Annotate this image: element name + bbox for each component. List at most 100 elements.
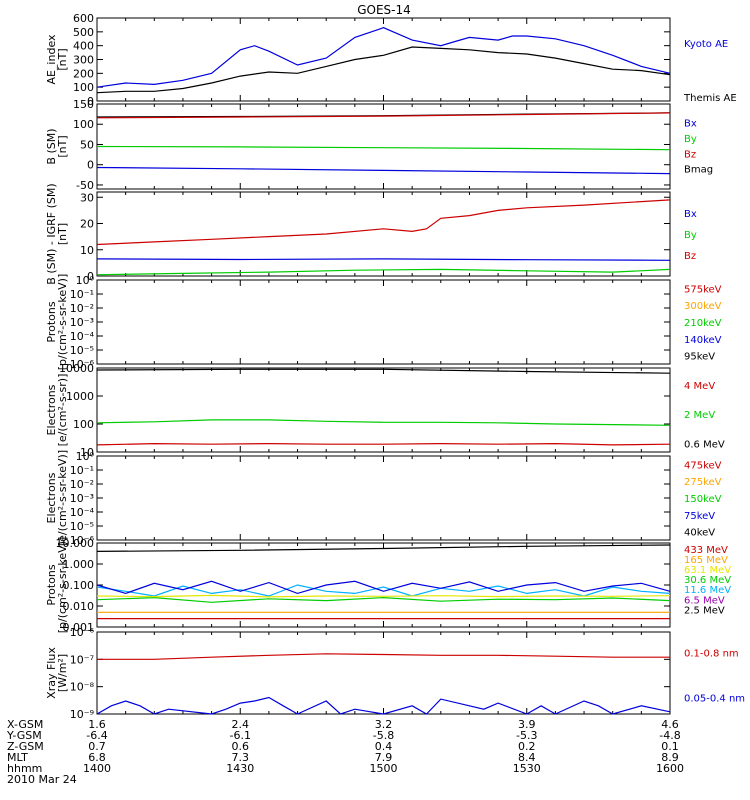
legend-entry: 0.1-0.8 nm	[684, 649, 739, 660]
y-axis-label: B (SM) - IGRF (SM)	[45, 183, 58, 284]
panel-protons_lo: 10.000 1.000 0.100 0.010 0.001 Protons[p/(cm²…	[45, 537, 731, 634]
legend-entry: 0.05-0.4 nm	[684, 694, 745, 705]
x-axis-value: 3.2	[375, 718, 393, 731]
x-axis-value: 0.1	[661, 740, 679, 753]
y-tick-label: 50	[80, 138, 94, 151]
series-line-63-1-mev	[96, 594, 671, 598]
legend-entry: 300keV	[684, 301, 722, 312]
x-axis-value: 8.9	[661, 751, 679, 764]
series-line-4-mev	[96, 442, 671, 446]
x-axis-value: 8.4	[518, 751, 536, 764]
legend-entry: 11.6 MeV	[684, 585, 731, 596]
y-tick-label: 10⁻³	[70, 316, 94, 329]
legend-entry: 95keV	[684, 352, 715, 363]
y-axis-label: [e/(cm²-s-sr)]	[56, 374, 69, 447]
y-axis-label: B (SM)	[45, 128, 58, 164]
x-axis-row-label: 2010 Mar 24	[7, 773, 77, 786]
y-tick-label: 0	[87, 95, 94, 108]
x-axis-value: -4.8	[659, 729, 680, 742]
legend-entry: 30.6 MeV	[684, 575, 731, 586]
y-tick-label: 0.010	[63, 600, 95, 613]
y-tick-label: 10⁻²	[70, 478, 94, 491]
legend-entry: Bz	[684, 149, 696, 160]
legend-entry: 150keV	[684, 494, 722, 505]
y-tick-label: 10	[80, 244, 94, 257]
y-tick-label: 10⁻³	[70, 492, 94, 505]
panel-xray: 10⁻⁶ 10⁻⁷ 10⁻⁸ 10⁻⁹ Xray Flux[W/m²] 0.1-0.8 n…	[45, 626, 745, 721]
y-axis-label: Xray Flux	[45, 647, 58, 699]
legend-entry: By	[684, 134, 697, 145]
chart-title: GOES-14	[357, 3, 411, 17]
x-axis-value: -6.4	[86, 729, 107, 742]
y-tick-label: 10⁻⁷	[70, 653, 94, 666]
legend-entry: 2.5 MeV	[684, 605, 725, 616]
y-tick-label: 100	[73, 418, 94, 431]
legend-entry: 165 MeV	[684, 555, 728, 566]
y-axis-label: Protons	[45, 301, 58, 342]
y-tick-label: 10⁻⁴	[70, 506, 95, 519]
x-axis-value: 1600	[656, 762, 684, 775]
y-axis-label: [p/(cm²-s-sr-keV)]	[56, 537, 69, 634]
x-axis-row-label: Y-GSM	[6, 729, 42, 742]
series-line-by	[96, 145, 671, 151]
y-tick-label: 10.000	[56, 537, 95, 550]
x-axis-row-label: MLT	[7, 751, 28, 764]
x-axis-value: 6.8	[88, 751, 106, 764]
x-axis-value: -5.8	[373, 729, 394, 742]
legend-entry: 140keV	[684, 335, 722, 346]
legend-entry: 275keV	[684, 477, 722, 488]
legend-entry: 40keV	[684, 528, 715, 539]
y-tick-label: 600	[73, 12, 94, 25]
y-axis-label: [nT]	[56, 48, 69, 70]
y-axis-label: [W/m²]	[56, 654, 69, 692]
series-line-2-mev	[96, 419, 671, 426]
y-tick-label: 0	[87, 159, 94, 172]
x-axis-row-label: X-GSM	[7, 718, 43, 731]
y-tick-label: 1.000	[63, 558, 95, 571]
panel-frame	[96, 631, 671, 715]
series-line-bz	[96, 112, 671, 119]
y-tick-label: 10⁰	[76, 450, 95, 463]
legend-entry: 575keV	[684, 284, 722, 295]
x-axis-value: 0.4	[375, 740, 393, 753]
y-tick-label: 10⁻²	[70, 302, 94, 315]
series-line-0-1-0-8-nm	[97, 653, 670, 660]
y-axis-label: AE_index	[45, 34, 58, 85]
series-line-0-6-mev	[96, 368, 671, 374]
x-axis-value: 4.6	[661, 718, 679, 731]
panel-frame	[96, 367, 671, 453]
y-tick-label: 20	[80, 218, 94, 231]
y-axis-label: [nT]	[56, 223, 69, 245]
x-axis-value: 7.3	[232, 751, 250, 764]
legend-entry: 6.5 MeV	[684, 595, 725, 606]
series-line-kyoto-ae	[96, 27, 671, 88]
series-line-30-6-mev	[96, 596, 671, 603]
y-tick-label: 150	[73, 98, 94, 111]
x-axis-value: 0.6	[232, 740, 250, 753]
x-axis-value: -5.3	[516, 729, 537, 742]
y-tick-label: 0.001	[63, 621, 95, 634]
y-axis-label: Protons	[45, 564, 58, 605]
y-tick-label: 100	[73, 81, 94, 94]
legend-entry: Bx	[684, 209, 697, 220]
x-axis-value: 1400	[83, 762, 111, 775]
x-axis-value: 0.2	[518, 740, 536, 753]
legend-entry: 2 MeV	[684, 410, 715, 421]
y-tick-label: 0.100	[63, 579, 95, 592]
x-axis-value: 1500	[370, 762, 398, 775]
y-axis-label: [p/(cm²-s-sr-keV)]	[56, 274, 69, 371]
y-tick-label: 100	[73, 118, 94, 131]
y-tick-label: 10⁰	[76, 274, 95, 287]
y-tick-label: 30	[80, 191, 94, 204]
y-tick-label: 400	[73, 40, 94, 53]
legend-entry: Bmag	[684, 165, 713, 176]
y-tick-label: 10⁻⁴	[70, 330, 95, 343]
legend-entry: 0.6 MeV	[684, 440, 725, 451]
x-axis-value: 0.7	[88, 740, 106, 753]
legend-entry: Kyoto AE	[684, 39, 728, 50]
panel-frame	[96, 455, 671, 541]
y-axis-label: [nT]	[56, 135, 69, 157]
legend-entry: Bz	[684, 251, 696, 262]
panel-frame	[96, 279, 671, 365]
